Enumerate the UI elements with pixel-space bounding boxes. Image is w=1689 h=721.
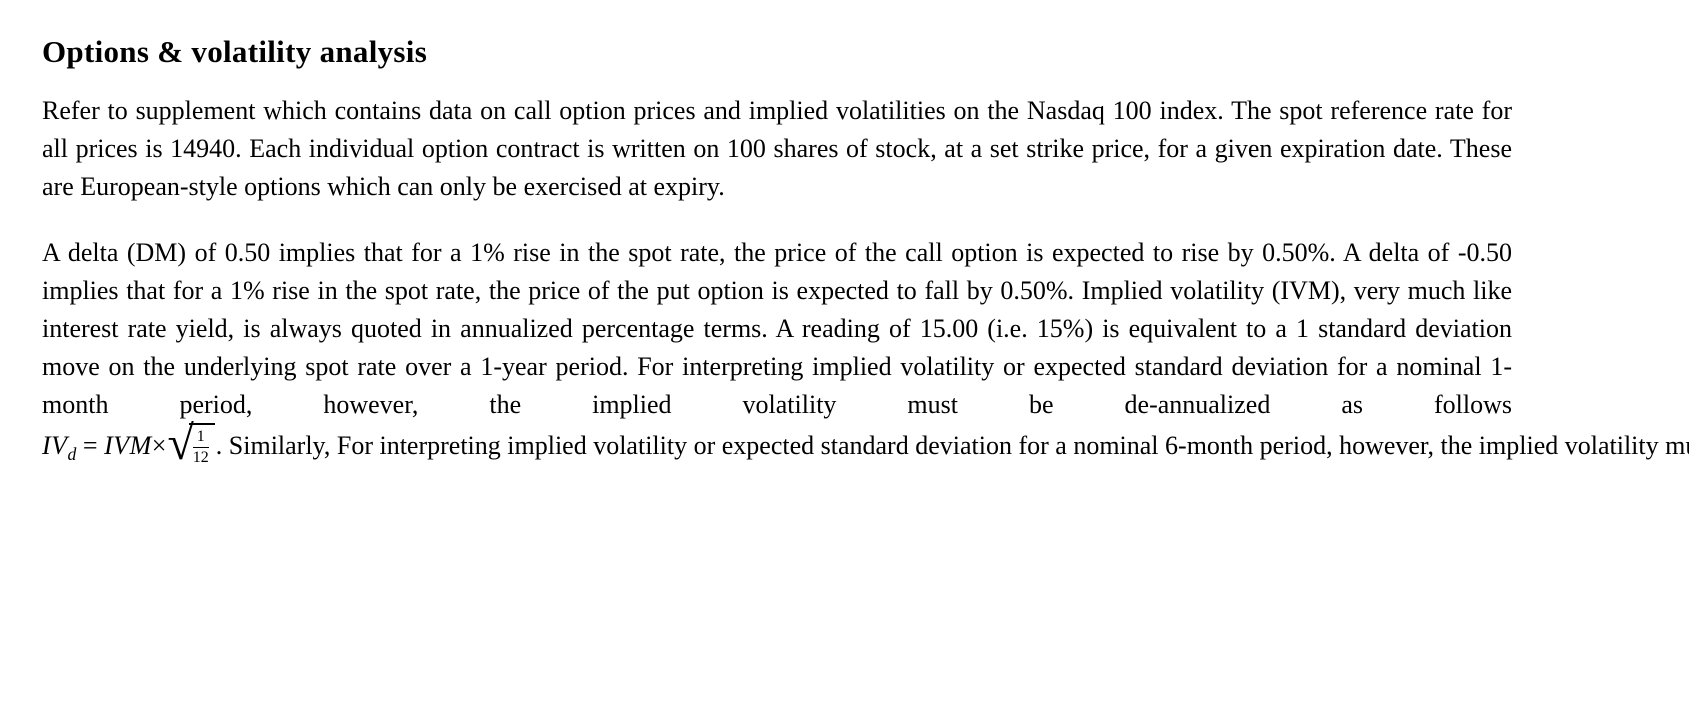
formula1-equals-sign: =: [76, 430, 105, 460]
formula1-lhs-subscript: d: [67, 444, 77, 465]
formula1-denominator: 12: [192, 449, 209, 466]
paragraph-delta-volatility: A delta (DM) of 0.50 implies that for a …: [42, 234, 1689, 472]
document-page: Options & volatility analysis Refer to s…: [42, 34, 1689, 472]
formula1-lhs-variable: IV: [42, 430, 68, 460]
formula1-multiply-sign: ×: [151, 430, 167, 460]
document-title: Options & volatility analysis: [42, 34, 428, 69]
paragraph-text-before-formula1: A delta (DM) of 0.50 implies that for a …: [42, 238, 1512, 419]
formula1-rhs-variable: IVM: [104, 430, 152, 460]
formula1-radicand: 1 12: [188, 423, 215, 467]
formula1-radical-icon: √: [167, 417, 194, 470]
formula1-fraction: 1 12: [192, 428, 209, 467]
formula1-square-root: √ 1 12: [167, 417, 215, 470]
formula-iv-1month: IVd = IVM× √ 1 12. Similarly, For interpret…: [42, 420, 1689, 468]
paragraph-text-between-formulas: . Similarly, For interpreting implied vo…: [215, 430, 1689, 460]
formula1-numerator: 1: [192, 428, 209, 448]
paragraph-intro: Refer to supplement which contains data …: [42, 96, 1512, 201]
